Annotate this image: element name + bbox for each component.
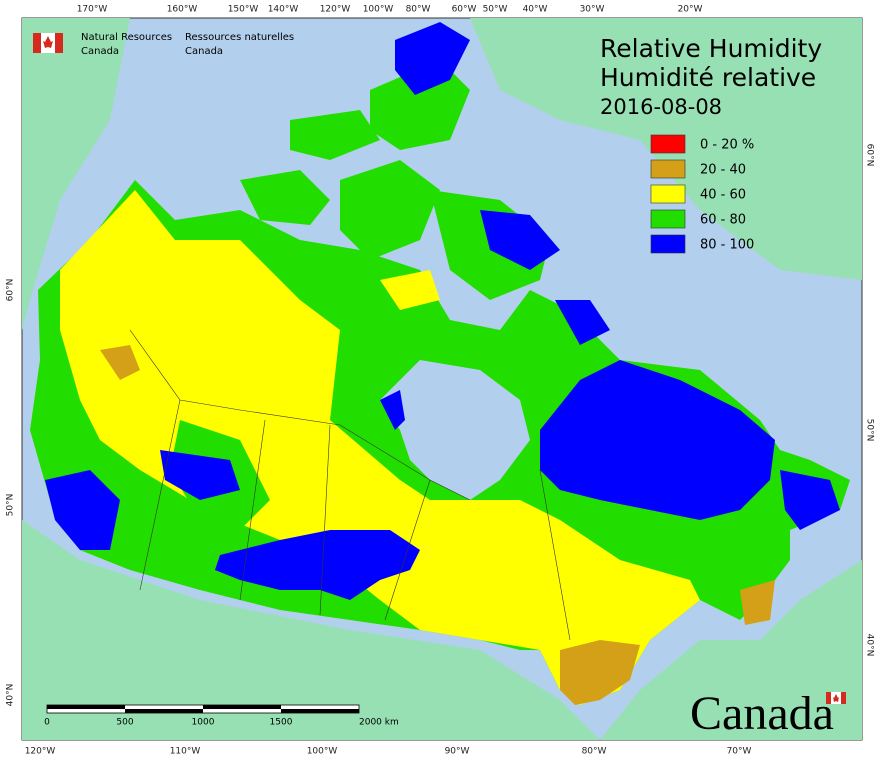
lon-label: 110°W (170, 747, 201, 757)
wordmark-flag (826, 692, 846, 704)
border (319, 424, 331, 616)
legend-label: 40 - 60 (700, 188, 746, 203)
lat-label: 40°N (6, 684, 16, 707)
lon-label: 150°W (228, 5, 259, 15)
scale-bar (46, 704, 360, 714)
lat-label: 60°N (865, 144, 875, 167)
org-fr: Ressources naturelles (185, 32, 294, 43)
lon-label: 80°W (406, 5, 431, 15)
org-en: Canada (81, 46, 119, 57)
lat-label: 60°N (6, 279, 16, 302)
scale-label: 2000 km (359, 718, 399, 728)
border (239, 419, 266, 601)
legend-swatch (650, 234, 686, 254)
legend: 0 - 20 % 20 - 40 40 - 60 60 - 80 80 - 100 (650, 134, 754, 254)
lon-label: 170°W (77, 5, 108, 15)
legend-label: 0 - 20 % (700, 138, 754, 153)
border (384, 479, 431, 621)
wordmark: Canada (690, 687, 834, 740)
gov-logo (33, 33, 63, 53)
legend-label: 80 - 100 (700, 238, 754, 253)
lon-label: 70°W (727, 747, 752, 757)
org-en: Natural Resources (81, 32, 172, 43)
date: 2016-08-08 (600, 95, 722, 119)
legend-swatch (650, 159, 686, 179)
lon-label: 100°W (363, 5, 394, 15)
canada-map (30, 22, 850, 705)
org-fr: Canada (185, 46, 223, 57)
legend-label: 60 - 80 (700, 213, 746, 228)
scale-label: 1500 (270, 718, 293, 728)
lat-label: 50°N (6, 494, 16, 517)
lat-label: 50°N (865, 419, 875, 442)
title: Relative Humidity (600, 34, 822, 63)
scale-label: 500 (116, 718, 133, 728)
legend-swatch (650, 209, 686, 229)
lon-label: 80°W (582, 747, 607, 757)
border (139, 399, 181, 591)
lat-label: 40°N (865, 634, 875, 657)
scale-label: 1000 (192, 718, 215, 728)
lon-label: 100°W (307, 747, 338, 757)
lon-label: 90°W (445, 747, 470, 757)
lon-label: 20°W (678, 5, 703, 15)
title: Humidité relative (600, 63, 816, 92)
lon-label: 40°W (523, 5, 548, 15)
legend-label: 20 - 40 (700, 163, 746, 178)
legend-swatch (650, 184, 686, 204)
lon-label: 50°W (483, 5, 508, 15)
border (129, 329, 471, 501)
lon-label: 60°W (452, 5, 477, 15)
lon-label: 120°W (25, 747, 56, 757)
lon-label: 120°W (320, 5, 351, 15)
lon-label: 160°W (167, 5, 198, 15)
legend-swatch (650, 134, 686, 154)
scale-label: 0 (44, 718, 50, 728)
lon-label: 30°W (580, 5, 605, 15)
lon-label: 140°W (268, 5, 299, 15)
border (539, 469, 571, 641)
